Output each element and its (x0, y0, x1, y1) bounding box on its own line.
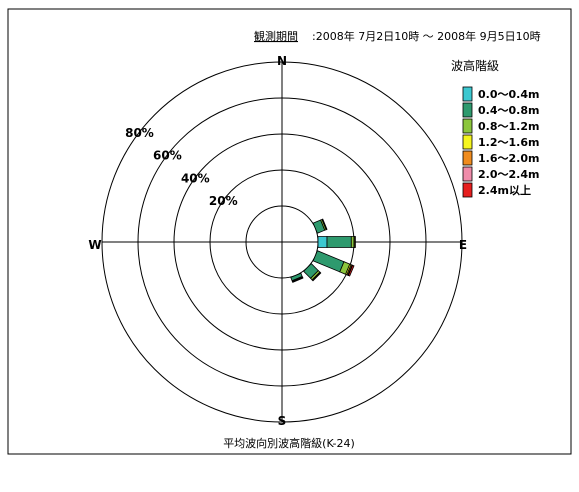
legend-swatch (462, 86, 473, 102)
bar-segment-3-4 (312, 272, 322, 282)
legend-label: 0.0～0.4m (478, 88, 539, 101)
figure-border (7, 8, 572, 455)
compass-axes (102, 62, 462, 422)
legend: 波高階級 0.0～0.4m 0.4～0.8m 0.8～1.2m 1.2～1.6m 1.6… (451, 58, 539, 198)
bar-segment-1-4 (354, 236, 356, 248)
bar-segment-4-4 (292, 277, 304, 283)
direction-label-north: N (277, 54, 287, 68)
direction-label-east: E (459, 238, 467, 252)
radial-tick-labels: 20% 40% 60% 80% (125, 126, 238, 208)
direction-bars (290, 218, 356, 283)
legend-swatch (462, 134, 473, 150)
bar-segment-1-1 (326, 236, 352, 248)
legend-label: 0.4～0.8m (478, 104, 539, 117)
legend-swatch (462, 118, 473, 134)
period-value: :2008年 7月2日10時 ～ 2008年 9月5日10時 (312, 29, 541, 43)
radial-tick-label: 40% (181, 171, 210, 185)
legend-label: 2.4m以上 (478, 183, 531, 197)
bar-segment-1-2 (350, 236, 355, 248)
figure-caption: 平均波向別波高階級(K-24) (223, 436, 355, 450)
radial-tick-label: 80% (125, 126, 154, 140)
bar-segment-1-0 (317, 236, 328, 248)
period-label: 観測期間 (254, 29, 298, 43)
bar-segment-2-6 (347, 264, 355, 277)
legend-label: 1.6～2.0m (478, 152, 539, 165)
radial-tick-label: 20% (209, 194, 238, 208)
radial-tick-label: 60% (153, 149, 182, 163)
legend-label: 0.8～1.2m (478, 120, 539, 133)
legend-label: 2.0～2.4m (478, 168, 539, 181)
legend-swatch (462, 166, 473, 182)
direction-label-west: W (88, 238, 101, 252)
legend-swatch (462, 182, 473, 198)
legend-swatch (462, 102, 473, 118)
legend-label: 1.2～1.6m (478, 136, 539, 149)
direction-label-south: S (278, 414, 287, 428)
legend-title: 波高階級 (451, 58, 499, 73)
bar-segment-0-4 (322, 218, 328, 230)
legend-swatch (462, 150, 473, 166)
